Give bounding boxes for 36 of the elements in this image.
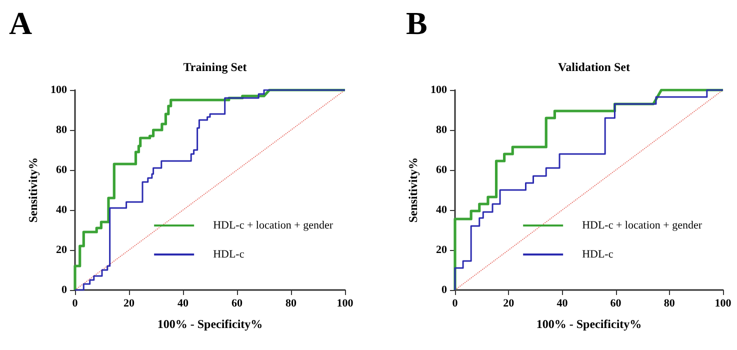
chart-title: Validation Set bbox=[558, 60, 630, 74]
x-tick-label: 20 bbox=[503, 298, 515, 310]
x-tick-label: 0 bbox=[72, 298, 78, 310]
y-tick-label: 40 bbox=[56, 204, 68, 216]
x-axis-title: 100% - Specificity% bbox=[536, 317, 642, 331]
y-tick-label: 100 bbox=[430, 84, 448, 96]
y-tick-label: 100 bbox=[50, 84, 68, 96]
x-axis-title: 100% - Specificity% bbox=[157, 317, 263, 331]
y-axis-title: Sensitivity% bbox=[406, 157, 420, 223]
legend-label: HDL-c + location + gender bbox=[582, 220, 702, 232]
x-tick-label: 100 bbox=[336, 298, 354, 310]
legend-label: HDL-c bbox=[213, 248, 244, 260]
text: A bbox=[9, 5, 32, 41]
x-tick-label: 80 bbox=[286, 298, 297, 310]
chart-title: Training Set bbox=[183, 60, 247, 74]
x-tick-label: 40 bbox=[178, 298, 189, 310]
legend-label: HDL-c bbox=[582, 248, 614, 260]
y-tick-label: 20 bbox=[56, 244, 68, 256]
y-tick-label: 60 bbox=[56, 164, 68, 176]
text: B bbox=[406, 5, 428, 41]
x-tick-label: 40 bbox=[556, 298, 568, 310]
x-tick-label: 80 bbox=[664, 298, 676, 310]
y-tick-label: 0 bbox=[442, 284, 448, 296]
y-tick-label: 0 bbox=[62, 284, 68, 296]
y-axis-title: Sensitivity% bbox=[26, 157, 40, 223]
x-tick-label: 0 bbox=[452, 298, 458, 310]
y-tick-label: 60 bbox=[436, 164, 448, 176]
legend-label: HDL-c + location + gender bbox=[213, 220, 334, 232]
y-tick-label: 40 bbox=[436, 204, 448, 216]
x-tick-label: 60 bbox=[232, 298, 243, 310]
x-tick-label: 100 bbox=[714, 298, 732, 310]
x-tick-label: 60 bbox=[610, 298, 622, 310]
y-tick-label: 80 bbox=[436, 124, 448, 136]
y-tick-label: 80 bbox=[56, 124, 68, 136]
y-tick-label: 20 bbox=[436, 244, 448, 256]
x-tick-label: 20 bbox=[124, 298, 135, 310]
